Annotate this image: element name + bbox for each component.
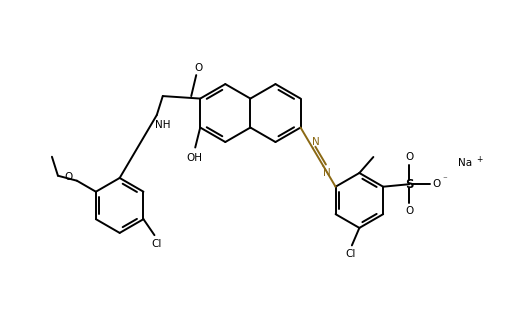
Text: NH: NH [155,120,171,130]
Text: O: O [405,206,413,216]
Text: O: O [405,152,413,162]
Text: Na: Na [458,158,472,168]
Text: O: O [432,179,440,189]
Text: S: S [405,178,413,191]
Text: N: N [313,137,320,147]
Text: O: O [65,172,73,182]
Text: ⁻: ⁻ [442,176,447,185]
Text: N: N [323,169,331,179]
Text: O: O [194,63,203,72]
Text: Cl: Cl [151,239,162,249]
Text: OH: OH [186,152,202,163]
Text: +: + [476,155,483,164]
Text: Cl: Cl [346,249,356,259]
